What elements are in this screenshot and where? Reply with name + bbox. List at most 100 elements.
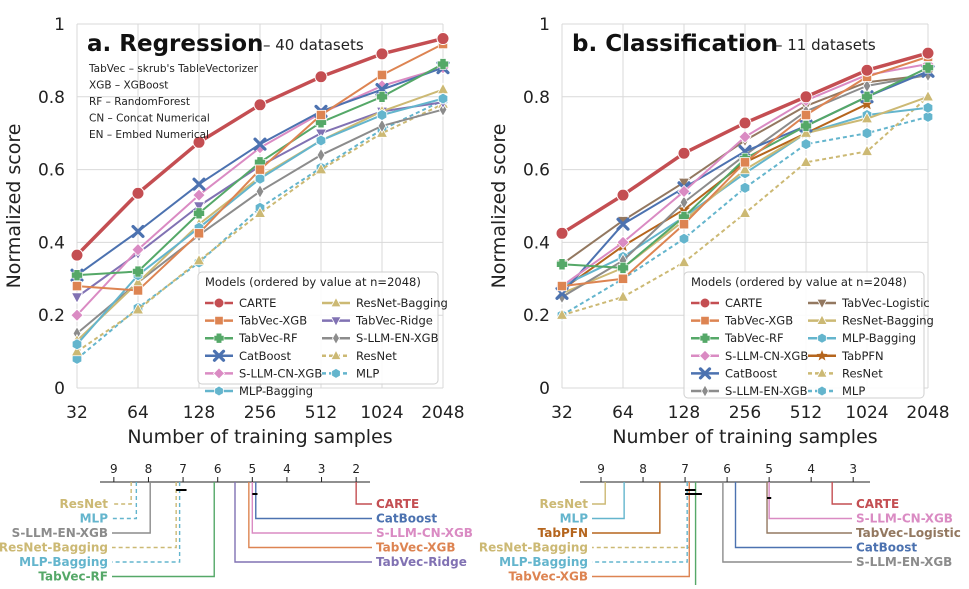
legend-label: TabVec-XGB [724, 314, 793, 328]
cd-label-mlp-bagging: MLP-Bagging [499, 555, 588, 569]
legend-label: CatBoost [239, 349, 292, 363]
abbreviation-note: XGB – XGBoost [89, 80, 168, 92]
data-point-resnet [616, 290, 630, 302]
abbreviation-note: RF – RandomForest [89, 96, 190, 108]
data-point-mlp [800, 138, 812, 151]
data-point-carte [192, 135, 206, 149]
legend-title: Models (ordered by value at n=2048) [691, 275, 907, 289]
x-tick-label: 32 [551, 403, 573, 423]
chart-title: a. Regression [87, 31, 263, 57]
legend-item-carte: CARTE [691, 296, 762, 310]
x-tick-label: 1024 [845, 403, 888, 423]
legend-swatch-marker [816, 350, 828, 361]
data-point-carte [860, 63, 874, 77]
legend-label: S-LLM-CN-XGB [725, 349, 808, 363]
data-point-tabvec-xgb [556, 281, 568, 292]
data-point-resnet-bagging [799, 126, 813, 138]
chart-title: b. Classification [572, 31, 778, 57]
legend-item-resnet-bagging: ResNet-Bagging [322, 296, 448, 310]
cd-label-tabvec-ridge: TabVec-Ridge [376, 555, 467, 569]
cd-tick-label: 6 [214, 462, 222, 476]
y-tick-label: 0.8 [38, 88, 65, 108]
cd-label-carte: CARTE [376, 497, 419, 511]
legend-swatch-marker [701, 384, 709, 398]
data-point-s-llm-cn-xgb [738, 130, 752, 144]
x-axis-label: Number of training samples [127, 426, 392, 448]
cd-connector-tabpfn [592, 482, 661, 534]
series-resnet [70, 97, 450, 357]
data-point-tabvec-xgb [193, 228, 205, 239]
data-point-resnet-bagging [860, 111, 874, 124]
cd-connector-mlp-bagging [592, 482, 688, 563]
cd-label-mlp-bagging: MLP-Bagging [19, 555, 108, 569]
data-point-tabvec-rf [922, 61, 934, 74]
legend-item-tabvec-ridge: TabVec-Ridge [322, 314, 433, 328]
data-point-tabpfn [860, 97, 874, 110]
data-point-mlp [71, 352, 83, 365]
data-point-mlp-bagging [315, 134, 327, 147]
data-point-tabvec-xgb [739, 157, 751, 168]
data-point-tabvec-xgb [678, 219, 690, 230]
cd-connector-resnet-bagging [112, 482, 177, 549]
legend-swatch-marker [330, 349, 342, 360]
y-tick-label: 0 [539, 379, 550, 399]
x-tick-label: 64 [612, 403, 634, 423]
cd-connector-tabvec-logistic [766, 482, 852, 534]
cd-tick-label: 8 [639, 462, 647, 476]
legend-swatch-marker [332, 331, 340, 345]
data-point-s-llm-cn-xgb [677, 184, 691, 199]
legend-label: TabPFN [841, 349, 884, 363]
y-axis-label: Normalized score [488, 124, 510, 289]
abbreviation-note: TabVec – skrub's TableVectorizer [88, 63, 259, 75]
cd-connector-carte [831, 482, 852, 505]
cd-connector-mlp-bagging [112, 482, 181, 563]
cd-label-s-llm-cn-xgb: S-LLM-CN-XGB [376, 526, 473, 540]
legend-swatch-marker [816, 314, 828, 325]
data-point-resnet [314, 162, 328, 175]
data-point-mlp-bagging [922, 101, 934, 114]
legend-label: ResNet-Bagging [842, 314, 934, 328]
data-point-tabvec-rf [556, 258, 568, 271]
legend-label: S-LLM-EN-XGB [356, 331, 439, 345]
legend-item-tabpfn: TabPFN [808, 349, 884, 363]
legend-swatch-marker [331, 367, 341, 379]
y-tick-label: 0.6 [523, 161, 550, 181]
y-tick-label: 0.8 [523, 88, 550, 108]
cd-tick-label: 9 [110, 462, 118, 476]
x-tick-label: 2048 [906, 403, 949, 423]
legend-swatch-marker [213, 297, 225, 309]
data-point-tabvec-rf [376, 91, 388, 103]
data-point-s-llm-cn-xgb [131, 243, 145, 257]
cd-label-tabpfn: TabPFN [538, 526, 588, 540]
cd-diagram-classification: 9 8 7 6 5 4 3 ResNetMLPTabPFNResNet-BaggingMLP-… [479, 462, 961, 589]
cd-connector-s-llm-cn-xgb [251, 482, 372, 534]
data-point-carte [555, 226, 569, 240]
legend-label: CARTE [239, 296, 276, 310]
x-tick-label: 1024 [360, 403, 403, 423]
data-point-tabvec-ridge [192, 201, 206, 213]
legend-item-catboost: CatBoost [205, 349, 292, 363]
legend-label: ResNet [356, 349, 397, 363]
legend-label: TabVec-XGB [238, 314, 307, 328]
data-point-resnet [253, 206, 267, 218]
legend-item-resnet: ResNet [808, 366, 883, 380]
data-point-s-llm-en-xgb [316, 147, 326, 163]
data-point-tabvec-rf [800, 120, 812, 132]
cd-label-s-llm-en-xgb: S-LLM-EN-XGB [12, 526, 108, 540]
data-point-catboost [131, 224, 145, 239]
legend: Models (ordered by value at n=2048) CARTE… [197, 271, 448, 398]
y-axis-label: Normalized score [3, 124, 25, 289]
data-point-tabvec-xgb [132, 285, 144, 296]
cd-connector-s-llm-en-xgb [112, 482, 151, 534]
legend-item-s-llm-en-xgb: S-LLM-EN-XGB [691, 384, 808, 398]
x-tick-label: 512 [790, 403, 822, 423]
x-tick-label: 32 [66, 403, 88, 423]
legend-box [197, 271, 439, 385]
legend-swatch-marker [699, 332, 711, 344]
cd-label-resnet-bagging: ResNet-Bagging [0, 541, 108, 555]
legend-item-tabvec-rf: TabVec-RF [205, 331, 298, 345]
data-point-tabvec-rf [71, 269, 83, 281]
legend-item-mlp: MLP [808, 384, 865, 398]
cd-connector-tabvec-xgb [248, 482, 372, 549]
cd-label-s-llm-en-xgb: S-LLM-EN-XGB [856, 555, 952, 569]
